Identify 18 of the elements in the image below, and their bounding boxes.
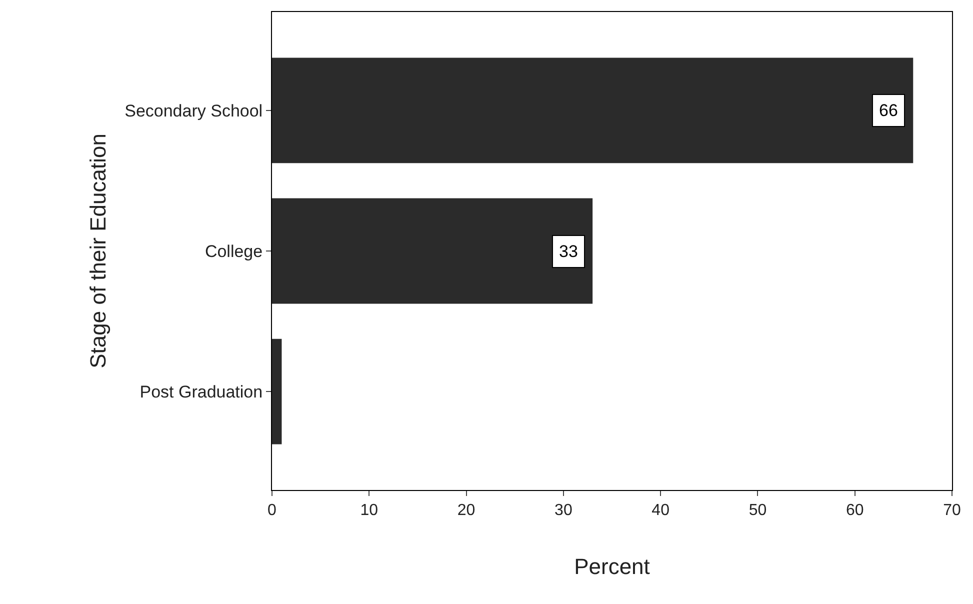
data-label: 66 xyxy=(879,101,898,120)
y-tick-label: Post Graduation xyxy=(140,382,263,402)
x-tick-label: 50 xyxy=(748,502,767,520)
x-tick-label: 70 xyxy=(943,502,961,520)
bar xyxy=(272,338,282,444)
bar xyxy=(272,58,914,164)
bar xyxy=(272,198,593,304)
y-tick-label: College xyxy=(204,242,263,261)
x-tick-label: 10 xyxy=(360,502,378,520)
x-tick-label: 60 xyxy=(846,502,864,520)
y-axis-title: Stage of their Education xyxy=(85,134,110,368)
x-tick-label: 20 xyxy=(457,502,476,520)
x-tick-label: 0 xyxy=(268,502,277,520)
y-tick-label: Secondary School xyxy=(124,101,263,120)
x-axis-title: Percent xyxy=(574,554,650,580)
x-tick-label: 30 xyxy=(554,502,572,520)
data-label: 33 xyxy=(559,242,578,261)
x-tick-label: 40 xyxy=(652,502,670,520)
